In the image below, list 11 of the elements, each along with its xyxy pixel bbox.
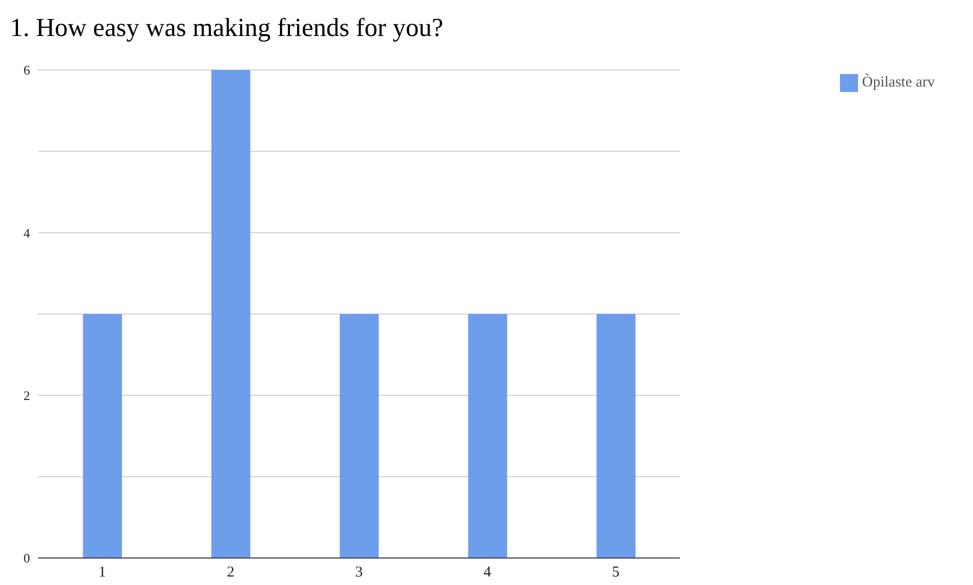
x-tick-label: 5 bbox=[612, 564, 620, 581]
legend-label: Òpilaste arv bbox=[862, 74, 935, 90]
x-tick-label: 1 bbox=[98, 564, 106, 581]
y-tick-label: 4 bbox=[24, 225, 30, 240]
y-tick-label: 6 bbox=[24, 62, 30, 78]
x-tick-label: 4 bbox=[484, 564, 492, 581]
chart-title: 1. How easy was making friends for you? bbox=[9, 12, 444, 44]
x-tick-label: 2 bbox=[226, 564, 234, 581]
x-tick-label: 3 bbox=[355, 564, 363, 581]
y-tick-label: 0 bbox=[24, 550, 30, 566]
y-tick-label: 2 bbox=[24, 388, 30, 403]
